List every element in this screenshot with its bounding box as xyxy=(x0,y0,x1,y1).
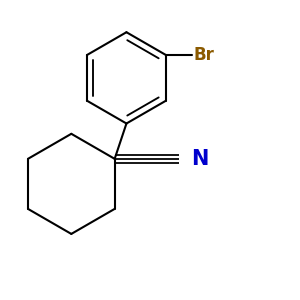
Text: N: N xyxy=(191,149,208,169)
Text: Br: Br xyxy=(194,46,215,64)
